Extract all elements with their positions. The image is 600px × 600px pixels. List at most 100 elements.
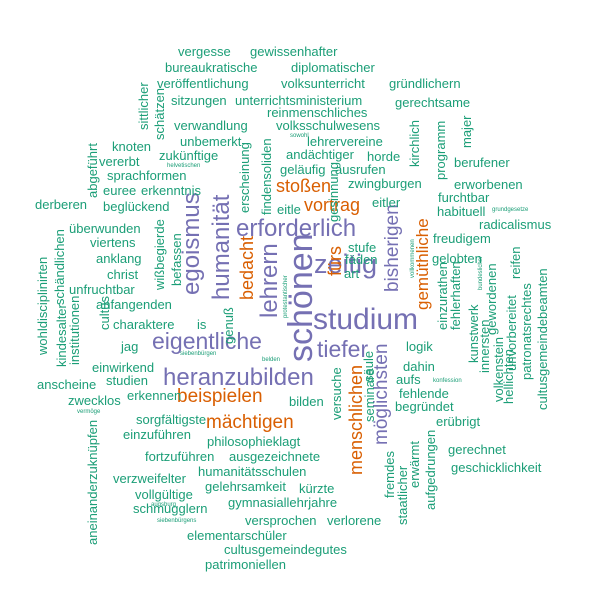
word-kindesalter: kindesalter [54, 304, 69, 367]
word-sowohl: sowohl [290, 133, 309, 139]
word-art: art [344, 266, 360, 281]
word-siebenbuergens: siebenbürgens [157, 518, 197, 524]
word-sprachformen: sprachformen [107, 168, 187, 183]
word-gelobten: gelobten [432, 251, 482, 266]
word-dahin: dahin [403, 359, 435, 374]
word-verzweifelter: verzweifelter [113, 471, 186, 486]
word-erwaermt: erwärmt [407, 441, 422, 488]
word-humanitaetsschulen: humanitätsschulen [198, 464, 307, 479]
word-erkenntnis: erkenntnis [141, 183, 201, 198]
word-gewissenhafter: gewissenhafter [250, 44, 338, 59]
word-bilden: bilden [289, 394, 324, 409]
word-geschicklichkeit: geschicklichkeit [451, 460, 542, 475]
word-logik: logik [406, 339, 433, 354]
word-wissbegierde: wißbegierde [152, 219, 167, 290]
word-aufs: aufs [396, 372, 421, 387]
word-belden: belden [262, 357, 281, 363]
word-ausgezeichnete: ausgezeichnete [229, 449, 321, 464]
word-helvetischen: helvetischen [167, 163, 201, 169]
word-anscheine: anscheine [37, 377, 97, 392]
word-erworbenen: erworbenen [454, 177, 523, 192]
word-anklang: anklang [96, 251, 142, 266]
word-fortzufuehren: fortzuführen [145, 449, 215, 464]
word-jag: jag [121, 339, 139, 354]
word-augsburg: augsburg [151, 502, 177, 508]
word-protestantischer: protestantischer [283, 275, 289, 318]
word-gesinnung: gesinnung [326, 162, 341, 222]
word-schaendlichen: schändlichen [52, 229, 67, 305]
word-beglueckend: beglückend [103, 199, 170, 214]
word-eitler: eitler [372, 195, 401, 210]
word-abgefuehrt: abgeführt [85, 143, 100, 198]
word-lehrern: lehrern [256, 243, 283, 318]
word-volksschulwesens: volksschulwesens [276, 118, 381, 133]
word-gymnasiallehrjahre: gymnasiallehrjahre [228, 495, 338, 510]
word-einzufuehren: einzuführen [123, 427, 191, 442]
word-patronatsrechtes: patronatsrechtes [519, 283, 534, 380]
word-volksunterricht: volksunterricht [281, 76, 365, 91]
word-vermoege: vermöge [77, 409, 101, 415]
word-beispielen: beispielen [177, 386, 263, 407]
word-lehrervereine: lehrervereine [307, 134, 383, 149]
word-philosophieklagt: philosophieklagt [207, 434, 301, 449]
word-begruendet: begründet [395, 399, 454, 414]
word-programm: programm [433, 120, 448, 180]
word-wohldisciplinirten: wohldisciplinirten [35, 256, 50, 355]
word-versuche: versuche [329, 367, 344, 420]
word-habituell: habituell [437, 204, 486, 219]
word-studien: studien [106, 373, 148, 388]
word-anfangenden: anfangenden [96, 297, 172, 312]
word-is: is [197, 317, 207, 332]
word-vergesse: vergesse [178, 44, 231, 59]
word-horde: horde [367, 149, 401, 164]
word-vollgueltige: vollgültige [135, 487, 193, 502]
word-eitle: eitle [277, 202, 301, 217]
word-konfession: konfession [433, 378, 462, 384]
word-verlorene: verlorene [327, 513, 382, 528]
word-schaetzen: schätzen [152, 87, 167, 140]
word-vollkommenen: vollkommenen [410, 239, 416, 278]
word-patrimoniellen: patrimoniellen [205, 557, 286, 572]
word-elementarschueler: elementarschüler [187, 528, 287, 543]
word-erkennen: erkennen [127, 388, 182, 403]
word-siebenbuergen: siebenbürgen [180, 351, 217, 357]
word-institutionen: institutionen [67, 295, 82, 365]
word-gemuethliche: gemüthliche [413, 218, 432, 310]
word-befassen: befassen [169, 233, 184, 286]
word-gelehrsamkeit: gelehrsamkeit [205, 479, 286, 494]
word-humanitaet: humanität [208, 194, 235, 300]
word-vererbt: vererbt [99, 154, 140, 169]
word-gerechnet: gerechnet [448, 442, 506, 457]
word-unbemerkt: unbemerkt [180, 134, 242, 149]
word-majer: majer [459, 115, 474, 148]
word-stufe: stufe [348, 240, 377, 255]
word-genuss: genuß [221, 307, 236, 344]
word-faeden: fäden [345, 252, 378, 267]
word-furchtbar: furchtbar [438, 190, 490, 205]
word-unfruchtbar: unfruchtbar [69, 282, 135, 297]
word-ausrufen: ausrufen [335, 162, 386, 177]
word-erscheinung: erscheinung [237, 142, 252, 213]
word-reinmenschliches: reinmenschliches [267, 105, 368, 120]
word-schoenen: schönen [282, 233, 320, 362]
word-findensoliden: findensoliden [259, 138, 274, 215]
word-gelaeufig: geläufig [280, 162, 326, 177]
word-freudigem: freudigem [433, 231, 491, 246]
word-zwingburgen: zwingburgen [348, 176, 422, 191]
word-kirchlich: kirchlich [407, 120, 422, 167]
word-aufgedrungen: aufgedrungen [423, 429, 438, 510]
word-sorgfaeltigste: sorgfältigste [136, 412, 207, 427]
word-knoten: knoten [112, 139, 152, 154]
word-heranzubilden: heranzubilden [163, 364, 314, 391]
word-hellichten: hellichten [501, 349, 516, 404]
word-diplomatischer: diplomatischer [291, 60, 375, 75]
word-euree: euree [103, 183, 137, 198]
word-cultusgemeindegutes: cultusgemeindegutes [224, 542, 347, 557]
word-eruebrigt: erübrigt [436, 414, 481, 429]
word-christ: christ [107, 267, 139, 282]
word-cultusgemeindebeamten: cultusgemeindebeamten [535, 268, 550, 410]
word-veroeffentlichung: veröffentlichung [157, 76, 249, 91]
word-bisherigen: bisherigen [382, 204, 403, 292]
word-ueberwunden: überwunden [69, 221, 141, 236]
